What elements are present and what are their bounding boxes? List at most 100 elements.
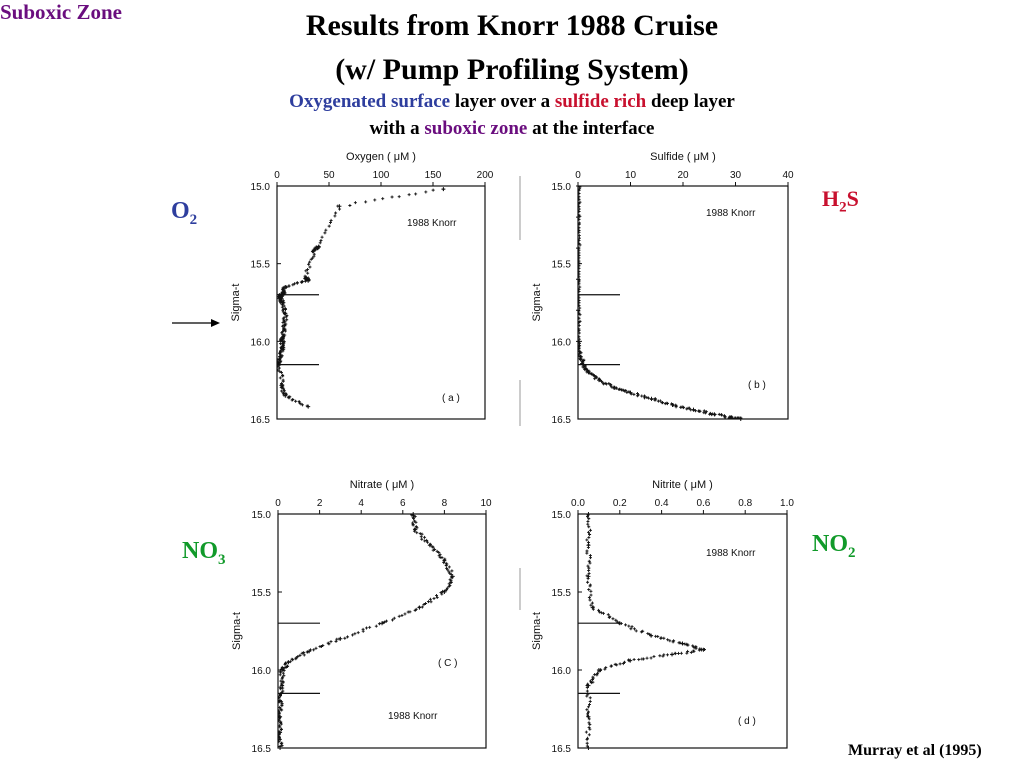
data-point: [335, 637, 339, 641]
x-tick-label: 30: [730, 170, 742, 181]
data-point: [442, 558, 446, 562]
data-point: [278, 744, 282, 748]
plot-frame: [277, 513, 487, 749]
data-point: [278, 730, 282, 734]
label-h2s-sub: 2: [839, 199, 847, 216]
data-point: [374, 624, 378, 628]
y-tick-label: 15.5: [552, 588, 572, 599]
data-point: [586, 692, 590, 696]
data-point: [381, 197, 385, 201]
data-point: [306, 268, 310, 272]
data-point: [284, 392, 288, 396]
data-point: [423, 539, 427, 543]
data-point: [587, 530, 590, 534]
data-point: [623, 389, 627, 393]
suboxic-arrow-head: [211, 319, 220, 327]
data-point: [649, 634, 653, 638]
y-tick-label: 15.0: [552, 182, 572, 193]
y-tick-label: 16.0: [552, 666, 572, 677]
y-tick-label: 15.0: [252, 510, 272, 521]
data-point: [316, 247, 320, 251]
data-point: [577, 293, 581, 297]
data-point: [282, 328, 286, 332]
panel-label: ( d ): [738, 716, 756, 727]
data-point: [589, 528, 593, 532]
data-point: [281, 379, 285, 383]
y-tick-label: 16.5: [552, 415, 572, 426]
data-point: [662, 636, 666, 640]
data-point: [420, 605, 424, 609]
data-point: [407, 193, 411, 197]
x-tick-label: 0: [274, 170, 280, 181]
data-point: [665, 402, 669, 406]
data-point: [597, 669, 601, 673]
data-point: [414, 192, 418, 196]
data-point: [280, 690, 284, 694]
data-point: [583, 368, 587, 372]
data-point: [280, 677, 284, 681]
label-no2-sub: 2: [848, 544, 856, 561]
data-point: [632, 392, 636, 396]
data-point: [423, 535, 427, 539]
cruise-annotation: 1988 Knorr: [407, 218, 457, 229]
label-no2: NO2: [812, 531, 856, 562]
data-point: [309, 648, 313, 652]
data-point: [390, 195, 394, 199]
x-tick-label: 40: [782, 170, 794, 181]
y-tick-label: 16.5: [251, 415, 271, 426]
data-point: [445, 588, 449, 592]
data-point: [300, 651, 304, 655]
data-point: [689, 408, 693, 412]
data-point: [627, 659, 631, 663]
data-point: [577, 226, 581, 230]
data-point: [346, 635, 350, 639]
label-h2s-text2: S: [846, 186, 859, 211]
data-point: [291, 397, 295, 401]
data-point: [730, 416, 734, 420]
data-point: [588, 696, 592, 700]
data-point: [277, 700, 281, 704]
x-tick-label: 10: [480, 498, 492, 509]
data-point: [280, 708, 284, 712]
data-point: [397, 614, 401, 618]
data-point: [279, 370, 283, 374]
data-point: [336, 204, 340, 208]
data-point: [431, 548, 435, 552]
data-point: [312, 648, 316, 652]
y-tick-label: 15.5: [251, 260, 271, 271]
subtitle-suboxic-zone: suboxic zone: [424, 118, 528, 139]
data-point: [687, 406, 691, 410]
data-point: [448, 571, 452, 575]
y-tick-label: 16.0: [552, 337, 572, 348]
data-point: [654, 398, 658, 402]
data-point: [419, 535, 423, 539]
data-point: [577, 316, 581, 320]
x-tick-label: 150: [425, 170, 442, 181]
data-point: [307, 262, 311, 266]
data-point: [577, 296, 581, 300]
data-point: [428, 597, 432, 601]
data-point: [305, 650, 309, 654]
data-point: [632, 627, 636, 631]
data-point: [445, 586, 449, 590]
data-point: [385, 619, 389, 623]
data-point: [431, 545, 435, 549]
data-point: [577, 222, 581, 226]
data-point: [577, 202, 581, 206]
data-point: [441, 187, 445, 191]
data-point: [577, 275, 581, 279]
data-point: [652, 655, 656, 659]
data-point: [365, 626, 369, 630]
data-point: [446, 568, 450, 572]
data-point: [577, 210, 581, 213]
data-point: [277, 709, 281, 713]
data-point: [588, 699, 592, 703]
data-point: [618, 662, 622, 666]
data-point: [615, 620, 619, 624]
data-point: [279, 347, 283, 351]
data-point: [323, 231, 327, 235]
y-axis-title: Sigma-t: [531, 612, 543, 650]
data-point: [583, 364, 587, 368]
data-point: [586, 522, 590, 526]
